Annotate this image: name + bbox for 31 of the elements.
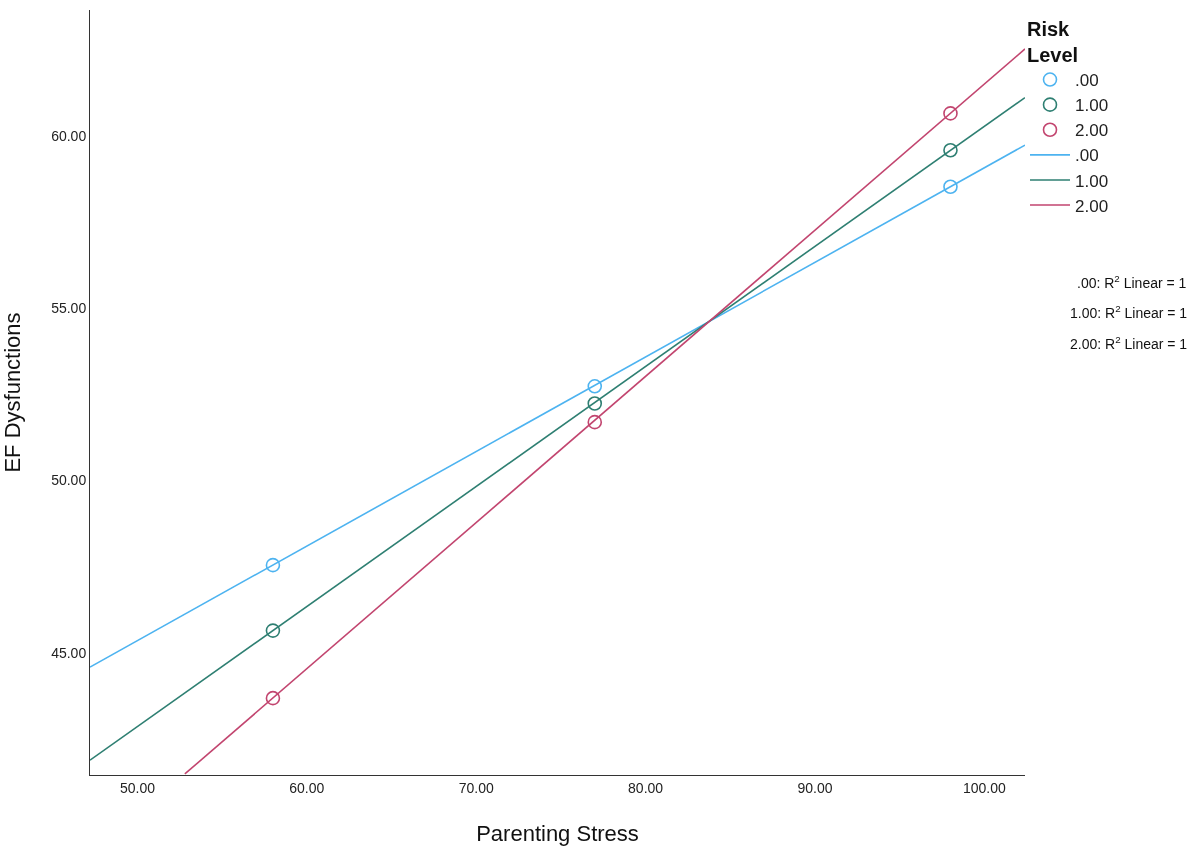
legend-label: 2.00 [1075,196,1109,216]
point [943,106,958,121]
x-tick-label: 90.00 [797,779,833,796]
legend-label: 1.00 [1075,171,1109,191]
point [265,623,281,638]
y-tick-label: 50.00 [51,472,87,489]
legend-title: Risk Level [1027,18,1079,66]
legend-label: 1.00 [1075,96,1109,116]
x-tick-label: 80.00 [628,779,664,796]
y-axis-title: EF Dysfunctions [0,312,25,473]
x-axis-title: Parenting Stress [476,820,639,846]
legend-label: .00 [1075,71,1099,91]
text: 2.00: R$^{2}$ Linear = 1 [1070,334,1188,352]
legend-label: 2.00 [1075,121,1109,141]
y-tick-label: 45.00 [51,644,87,661]
point [943,142,958,158]
x-tick-label: 50.00 [119,779,156,796]
x-tick-label: 100.00 [962,779,1006,796]
legend-label: .00 [1075,146,1099,166]
y-tick-label: 55.00 [51,299,87,316]
point [587,379,603,394]
point [265,557,281,573]
point [587,414,603,430]
point [265,690,281,706]
y-tick-label: 60.00 [51,127,87,144]
x-tick-label: 70.00 [458,779,494,796]
text: .00: R$^{2}$ Linear = 1 [1077,273,1187,291]
text: 1.00: R$^{2}$ Linear = 1 [1070,303,1188,321]
point [943,179,958,195]
point [587,396,603,411]
x-tick-label: 60.00 [289,779,325,796]
